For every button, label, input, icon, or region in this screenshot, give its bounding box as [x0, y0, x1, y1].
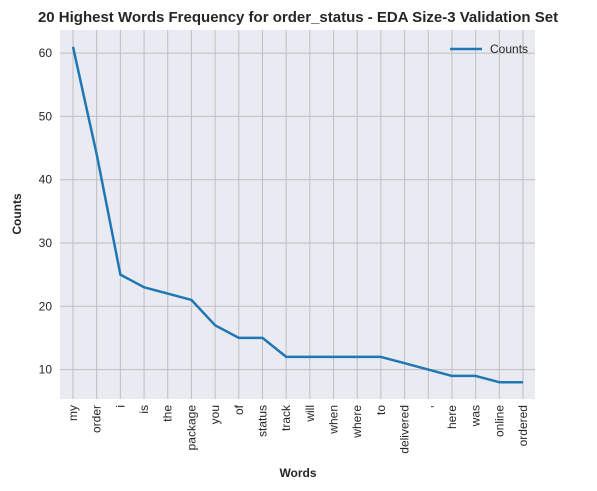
x-tick-label-1: order: [90, 405, 104, 433]
plot-area: [60, 30, 535, 399]
y-axis: 10 20 30 40 50 60: [39, 46, 53, 376]
x-tick-label-12: where: [350, 405, 364, 439]
x-tick-label-9: track: [279, 404, 293, 431]
y-tick-label-3: 40: [39, 173, 53, 187]
x-tick-label-17: was: [469, 405, 483, 427]
y-tick-label-4: 50: [39, 109, 53, 123]
x-tick-label-14: delivered: [398, 405, 412, 454]
y-axis-label: Counts: [10, 193, 24, 235]
y-tick-label-2: 30: [39, 236, 53, 250]
series-layer: [71, 46, 523, 384]
x-tick-label-5: package: [184, 405, 198, 451]
x-tick-label-16: here: [445, 405, 459, 429]
x-tick-label-11: when: [327, 405, 341, 435]
x-axis: my order i is the package you of status track will…: [66, 404, 530, 454]
x-tick-label-8: status: [255, 405, 269, 437]
x-tick-label-0: my: [66, 405, 80, 421]
legend: Counts: [450, 42, 528, 56]
y-tick-label-5: 60: [39, 46, 53, 60]
legend-label-counts: Counts: [490, 42, 528, 56]
x-tick-label-18: online: [492, 405, 506, 437]
x-tick-label-6: you: [208, 405, 222, 424]
x-tick-label-15: ,: [421, 405, 435, 408]
x-tick-label-7: of: [232, 404, 246, 415]
x-tick-label-10: will: [303, 405, 317, 423]
x-axis-label: Words: [279, 466, 316, 480]
y-tick-label-1: 20: [39, 299, 53, 313]
x-tick-label-2: i: [113, 405, 127, 408]
x-tick-label-13: to: [374, 405, 388, 415]
y-tick-label-0: 10: [39, 363, 53, 377]
series-line-0: [71, 46, 523, 384]
x-tick-label-19: ordered: [516, 405, 530, 446]
x-tick-label-3: is: [137, 405, 151, 414]
chart-title: 20 Highest Words Frequency for order_sta…: [38, 9, 558, 26]
x-tick-label-4: the: [161, 405, 175, 422]
